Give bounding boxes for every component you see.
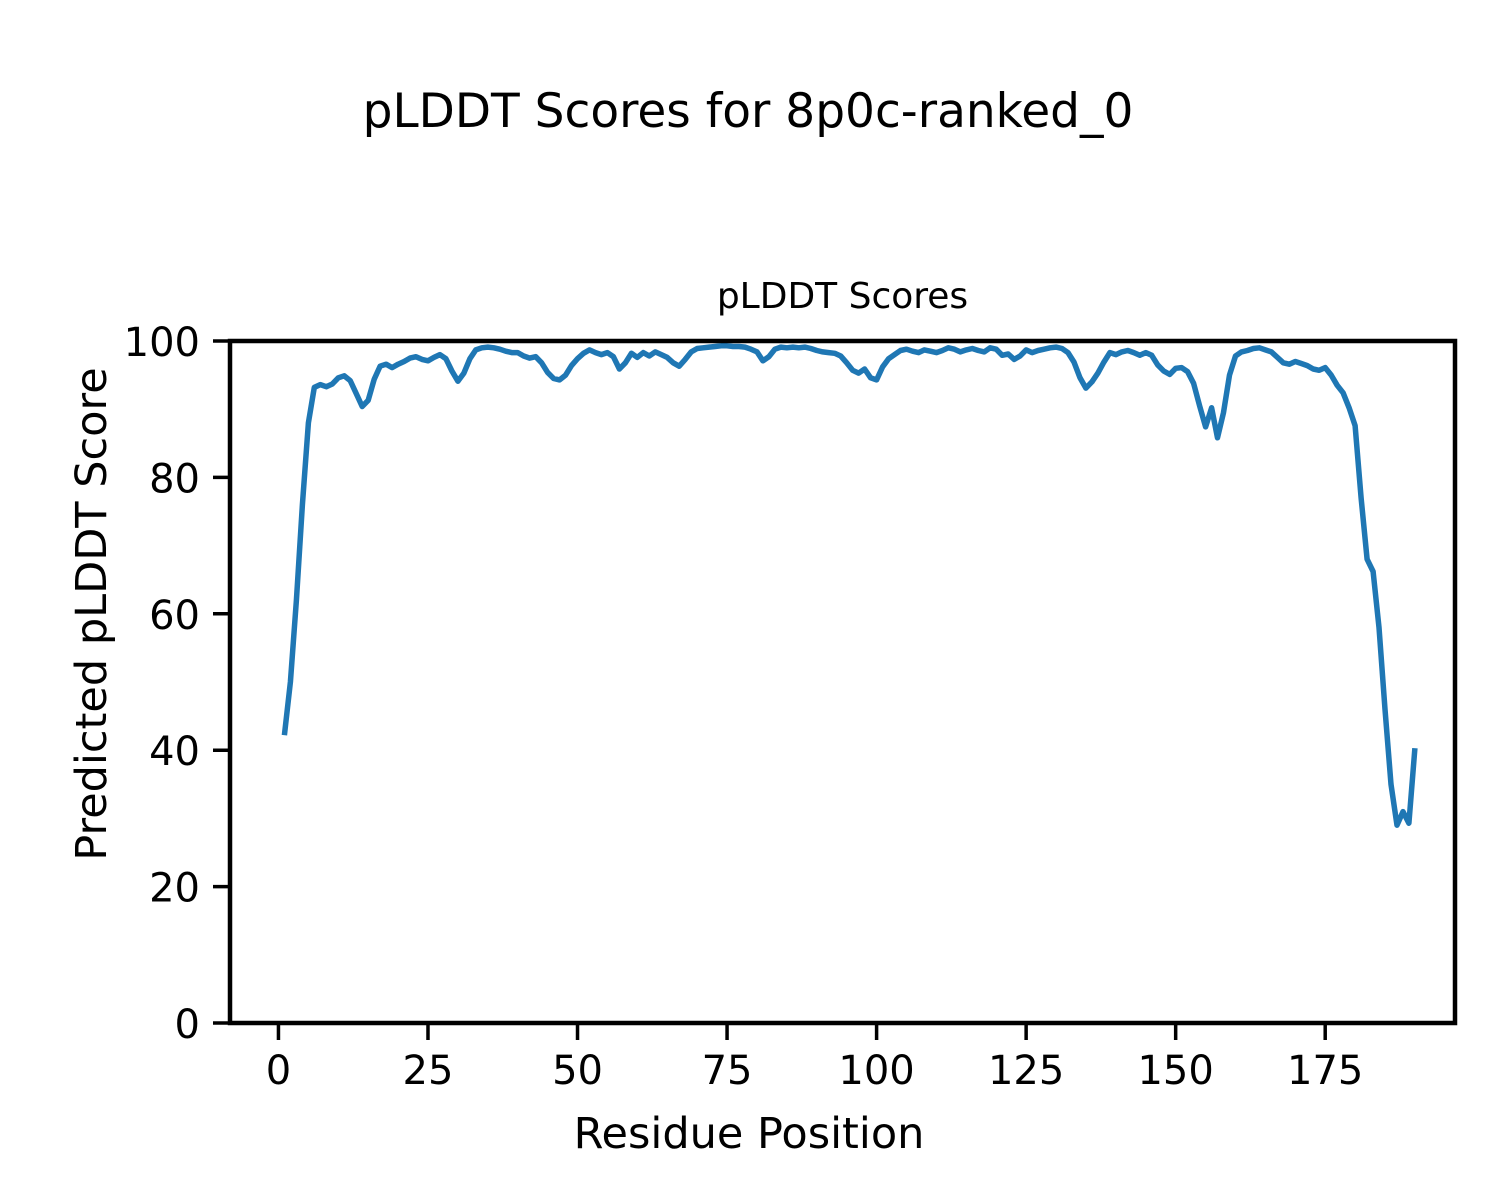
- y-tick-label: 80: [149, 456, 200, 502]
- plddt-line: [281, 343, 1418, 828]
- y-axis-label: Predicted pLDDT Score: [67, 367, 117, 861]
- x-tick-label: 125: [988, 1048, 1064, 1094]
- x-tick-label: 75: [702, 1048, 753, 1094]
- x-tick-label: 150: [1137, 1048, 1213, 1094]
- y-tick-label: 20: [149, 866, 200, 912]
- y-tick-label: 40: [149, 729, 200, 775]
- x-axis-label: Residue Position: [573, 1109, 925, 1159]
- y-tick-label: 60: [149, 593, 200, 639]
- y-tick-label: 100: [124, 320, 200, 366]
- x-tick-label: 100: [838, 1048, 914, 1094]
- y-tick-label: 0: [175, 1002, 200, 1048]
- x-tick-label: 0: [266, 1048, 291, 1094]
- figure-title: pLDDT Scores for 8p0c-ranked_0: [362, 84, 1134, 139]
- x-tick-label: 50: [552, 1048, 603, 1094]
- axes-frame: [227, 338, 1458, 1026]
- x-tick-label: 25: [403, 1048, 454, 1094]
- chart-title: pLDDT Scores: [716, 276, 969, 317]
- x-tick-label: 175: [1287, 1048, 1363, 1094]
